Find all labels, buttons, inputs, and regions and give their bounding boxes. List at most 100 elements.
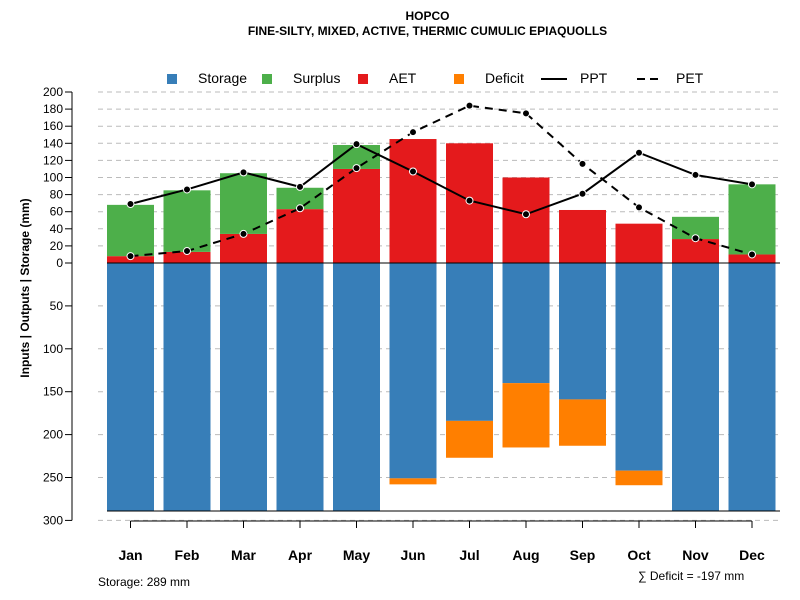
y-tick-label: 100 (43, 171, 63, 185)
ppt-point (296, 182, 304, 191)
surplus-bar (107, 204, 154, 257)
ppt-point (691, 170, 700, 179)
deficit-bar (502, 383, 550, 448)
ppt-point (183, 185, 191, 194)
y-tick-label: 160 (43, 119, 63, 133)
pet-point (635, 203, 643, 212)
aet-bar (672, 239, 719, 263)
x-tick-label: Jul (459, 547, 479, 563)
surplus-bar (333, 145, 380, 169)
y-tick-label: 300 (43, 513, 63, 527)
surplus-bar (672, 216, 719, 240)
storage-bar (615, 263, 663, 471)
pet-point (126, 252, 135, 261)
x-tick-label: May (343, 547, 370, 563)
deficit-bar (559, 399, 606, 446)
y-tick-label: 100 (43, 342, 63, 356)
storage-bar (728, 263, 776, 511)
legend-swatch-storage (167, 74, 177, 84)
storage-bar (107, 263, 154, 511)
aet-bar (728, 254, 776, 263)
legend-label-deficit: Deficit (485, 70, 524, 86)
ppt-point (352, 140, 361, 149)
y-tick-label: 80 (50, 188, 64, 202)
x-tick-label: Oct (627, 547, 651, 563)
storage-bar (389, 263, 437, 479)
y-tick-label: 150 (43, 385, 63, 399)
y-tick-label: 40 (50, 222, 64, 236)
x-tick-label: Nov (682, 547, 709, 563)
pet-point (691, 234, 700, 243)
legend-swatch-aet (358, 74, 368, 84)
pet-point (239, 229, 248, 238)
pet-point (352, 164, 361, 173)
storage-bar (276, 263, 324, 511)
aet-bar (389, 139, 437, 263)
deficit-bar (615, 470, 663, 486)
chart-subtitle: FINE-SILTY, MIXED, ACTIVE, THERMIC CUMUL… (247, 24, 608, 38)
y-tick-label: 60 (50, 205, 64, 219)
x-tick-label: Feb (175, 547, 200, 563)
y-tick-label: 0 (56, 256, 63, 270)
storage-bar (220, 263, 267, 511)
y-tick-label: 120 (43, 153, 63, 167)
x-tick-label: Sep (570, 547, 596, 563)
y-tick-label: 250 (43, 471, 63, 485)
deficit-bar (446, 420, 493, 458)
storage-bar (333, 263, 380, 511)
deficit-bar (389, 478, 437, 485)
y-tick-label: 20 (50, 239, 64, 253)
ppt-point (409, 167, 417, 176)
deficit-total: ∑ Deficit = -197 mm (638, 569, 745, 583)
storage-bar (163, 263, 211, 511)
y-tick-label: 200 (43, 428, 63, 442)
pet-point (183, 247, 191, 256)
ppt-point (578, 189, 587, 198)
legend-label-ppt: PPT (580, 70, 608, 86)
legend-label-surplus: Surplus (293, 70, 341, 86)
aet-bar (559, 209, 606, 263)
ppt-point (748, 180, 756, 189)
surplus-bar (276, 187, 324, 210)
ppt-point (635, 148, 643, 157)
aet-bar (615, 223, 663, 263)
x-tick-label: Mar (231, 547, 256, 563)
pet-point (409, 128, 417, 137)
pet-point (748, 250, 756, 259)
pet-point (465, 101, 474, 110)
surplus-bar (220, 173, 267, 234)
pet-point (522, 109, 530, 118)
ppt-line (130, 142, 753, 216)
x-tick-label: Aug (512, 547, 539, 563)
storage-bar (502, 263, 550, 384)
ppt-point (465, 196, 474, 205)
aet-bar (502, 177, 550, 263)
pet-line (130, 104, 753, 258)
surplus-bar (728, 184, 776, 255)
y-tick-label: 140 (43, 136, 63, 150)
y-tick-label: 200 (43, 85, 63, 99)
x-tick-label: Apr (288, 547, 313, 563)
storage-bar (446, 263, 493, 421)
legend-swatch-surplus (262, 74, 272, 84)
chart-title: HOPCO (405, 9, 450, 23)
y-tick-label: 180 (43, 102, 63, 116)
ppt-point (126, 200, 135, 209)
surplus-bar (163, 190, 211, 252)
ppt-point (239, 168, 248, 177)
legend-label-aet: AET (389, 70, 417, 86)
x-tick-label: Jun (401, 547, 426, 563)
legend-swatch-deficit (454, 74, 464, 84)
pet-point (296, 204, 304, 213)
aet-bar (333, 168, 380, 263)
ppt-point (522, 210, 530, 219)
legend-label-pet: PET (676, 70, 704, 86)
x-tick-label: Dec (739, 547, 765, 563)
x-tick-label: Jan (118, 547, 142, 563)
y-tick-label: 50 (50, 299, 64, 313)
aet-bar (276, 209, 324, 263)
pet-point (578, 159, 587, 168)
storage-bar (672, 263, 719, 511)
legend-label-storage: Storage (198, 70, 248, 86)
